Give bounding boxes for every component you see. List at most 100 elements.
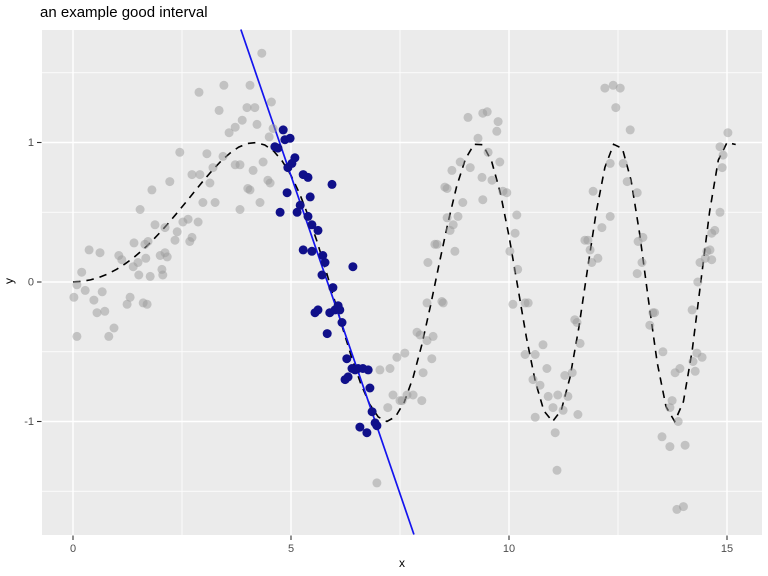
background-point bbox=[423, 258, 433, 267]
background-point bbox=[453, 211, 463, 221]
background-point bbox=[266, 97, 276, 107]
interval-point bbox=[282, 188, 292, 198]
background-point bbox=[510, 228, 520, 238]
background-point bbox=[415, 330, 425, 340]
background-point bbox=[558, 405, 568, 415]
background-point bbox=[605, 158, 615, 168]
background-point bbox=[69, 292, 79, 302]
background-point bbox=[567, 368, 577, 378]
background-point bbox=[608, 80, 618, 90]
background-point bbox=[687, 305, 697, 315]
background-point bbox=[165, 177, 175, 187]
background-point bbox=[548, 403, 558, 413]
background-point bbox=[513, 264, 523, 274]
background-point bbox=[258, 157, 268, 167]
fit-line bbox=[240, 29, 415, 535]
background-point bbox=[235, 205, 245, 214]
background-point bbox=[458, 198, 468, 207]
background-point bbox=[615, 83, 625, 93]
interval-point bbox=[298, 245, 308, 255]
background-point bbox=[150, 220, 160, 230]
background-point bbox=[678, 502, 688, 512]
interval-point bbox=[348, 262, 358, 272]
background-point bbox=[593, 253, 603, 263]
background-point bbox=[205, 178, 215, 188]
x-tick-label: 10 bbox=[503, 543, 515, 555]
background-point bbox=[133, 258, 143, 267]
background-point bbox=[195, 170, 205, 180]
y-tick-label: 0 bbox=[28, 277, 34, 289]
background-point bbox=[638, 232, 648, 242]
background-point bbox=[448, 220, 458, 230]
background-point bbox=[218, 151, 228, 161]
background-point bbox=[667, 396, 677, 406]
background-point bbox=[625, 125, 635, 135]
background-point bbox=[520, 350, 530, 359]
background-point bbox=[141, 253, 151, 263]
background-point bbox=[375, 365, 385, 375]
background-point bbox=[632, 269, 642, 279]
background-point bbox=[172, 227, 182, 237]
interval-point bbox=[318, 251, 328, 260]
interval-point bbox=[320, 258, 330, 267]
background-point bbox=[550, 428, 560, 438]
background-point bbox=[530, 350, 540, 359]
background-point bbox=[129, 238, 139, 248]
background-point bbox=[560, 371, 570, 380]
background-point bbox=[465, 163, 475, 173]
background-point bbox=[697, 352, 707, 362]
background-point bbox=[693, 277, 703, 287]
background-point bbox=[690, 366, 700, 376]
background-point bbox=[428, 331, 438, 341]
background-point bbox=[248, 165, 258, 175]
interval-point bbox=[342, 354, 352, 364]
background-point bbox=[680, 440, 690, 450]
background-point bbox=[492, 126, 502, 136]
background-point bbox=[134, 270, 144, 280]
background-point bbox=[715, 142, 725, 152]
interval-point bbox=[362, 428, 372, 438]
background-point bbox=[665, 442, 675, 452]
background-point bbox=[487, 175, 497, 185]
background-point bbox=[450, 246, 460, 256]
background-point bbox=[528, 375, 538, 385]
background-point bbox=[650, 308, 660, 318]
background-point bbox=[104, 331, 114, 341]
background-point bbox=[597, 223, 607, 233]
interval-point bbox=[305, 192, 315, 202]
background-point bbox=[122, 299, 132, 309]
background-point bbox=[72, 280, 82, 290]
interval-point bbox=[335, 305, 345, 315]
background-point bbox=[535, 380, 545, 390]
background-point bbox=[210, 198, 220, 207]
background-point bbox=[427, 354, 437, 364]
background-point bbox=[542, 364, 552, 373]
background-point bbox=[707, 255, 717, 265]
interval-point bbox=[328, 283, 338, 293]
background-point bbox=[502, 188, 512, 198]
background-point bbox=[657, 432, 667, 442]
background-point bbox=[268, 124, 278, 133]
background-point bbox=[477, 172, 487, 182]
background-point bbox=[417, 396, 427, 406]
background-point bbox=[473, 133, 483, 143]
background-point bbox=[585, 245, 595, 255]
background-point bbox=[245, 185, 255, 195]
background-point bbox=[588, 186, 598, 196]
background-point bbox=[95, 248, 105, 258]
background-point bbox=[250, 103, 260, 113]
interval-point bbox=[275, 207, 285, 217]
background-point bbox=[372, 478, 382, 488]
background-point bbox=[383, 403, 393, 413]
background-point bbox=[147, 185, 157, 195]
background-point bbox=[408, 390, 418, 400]
background-point bbox=[237, 115, 247, 125]
interval-point bbox=[365, 383, 375, 393]
background-point bbox=[622, 177, 632, 187]
plot-title: an example good interval bbox=[40, 4, 208, 21]
background-point bbox=[438, 298, 448, 308]
background-point bbox=[175, 147, 185, 157]
background-point bbox=[143, 237, 153, 246]
interval-point bbox=[372, 421, 382, 431]
background-point bbox=[392, 352, 402, 362]
